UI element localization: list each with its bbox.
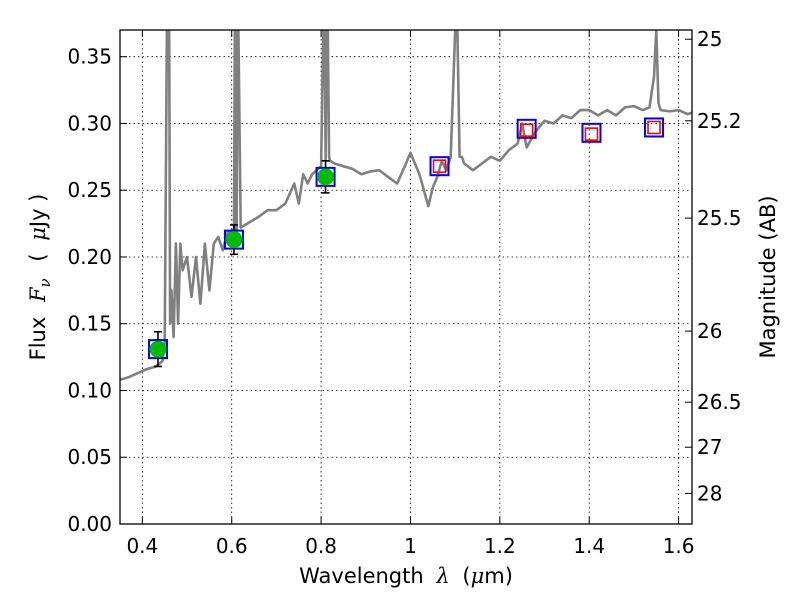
x-tick-label: 0.4 — [126, 534, 158, 558]
observed-flux-point — [317, 168, 335, 186]
y2-tick-label: 25 — [697, 27, 722, 51]
y-axis-title-symbol: F — [26, 286, 50, 303]
x-tick-label: 1.4 — [573, 534, 605, 558]
upper-limit-square — [584, 127, 599, 141]
x-tick-label: 1 — [404, 534, 417, 558]
x-axis-title-unit-open: ( — [462, 564, 470, 588]
model-spectrum-line — [120, 30, 692, 382]
x-axis-title-unit-mu: μ — [471, 564, 485, 588]
y-tick-label: 0.10 — [67, 378, 112, 402]
y-axis-title-unit-open: ( — [26, 253, 50, 261]
y-tick-label: 0.20 — [67, 245, 112, 269]
x-axis-title-symbol: λ — [435, 564, 449, 588]
upper-limit-square — [432, 159, 447, 173]
y-tick-label: 0.25 — [67, 178, 112, 202]
y2-axis-title: Magnitude (AB) — [756, 195, 780, 358]
y2-tick-label: 26.5 — [697, 390, 742, 414]
upper-limit-square — [647, 120, 661, 135]
y-axis-title-unit-rest: Jy ) — [26, 194, 50, 230]
y-axis-title-subscript: ν — [36, 278, 54, 287]
y-tick-label: 0.00 — [67, 512, 112, 536]
y2-tick-label: 27 — [697, 435, 722, 459]
y-tick-label: 0.15 — [67, 312, 112, 336]
y-tick-label: 0.30 — [67, 111, 112, 135]
y-axis-title: Flux Fν ( μJy ) — [26, 194, 55, 361]
grid-lines — [120, 30, 692, 525]
x-tick-label: 1.6 — [663, 534, 695, 558]
axis-ticks: 0.4 0.6 0.8 1 1.2 1.4 1.6 0.00 0.05 0.10 0.15 0.20 0… — [67, 27, 741, 558]
model-photometry-square — [581, 122, 602, 143]
x-tick-label: 0.8 — [305, 534, 337, 558]
plot-area — [120, 30, 692, 382]
upper-limit-square — [519, 123, 534, 137]
y-tick-label: 0.35 — [67, 45, 112, 69]
x-axis-title-unit-rest: m) — [484, 564, 513, 588]
plot-frame — [119, 29, 693, 525]
observed-flux-point — [149, 340, 167, 358]
model-photometry-square — [644, 117, 665, 138]
x-tick-label: 1.2 — [484, 534, 516, 558]
y2-tick-label: 28 — [697, 481, 722, 505]
x-axis-title-text: Wavelength — [299, 564, 424, 588]
model-photometry-square — [429, 156, 450, 177]
model-photometry-square — [516, 118, 537, 139]
y-axis-title-unit-mu: μ — [26, 227, 50, 241]
y2-tick-label: 25.2 — [697, 109, 742, 133]
y2-tick-label: 25.5 — [697, 206, 742, 230]
y-axis-title-text: Flux — [26, 317, 50, 361]
y-tick-label: 0.05 — [67, 445, 112, 469]
observed-flux-point — [225, 231, 243, 249]
y2-tick-label: 26 — [697, 319, 722, 343]
x-tick-label: 0.6 — [216, 534, 248, 558]
x-axis-title: Wavelength λ (μm) — [299, 564, 513, 588]
